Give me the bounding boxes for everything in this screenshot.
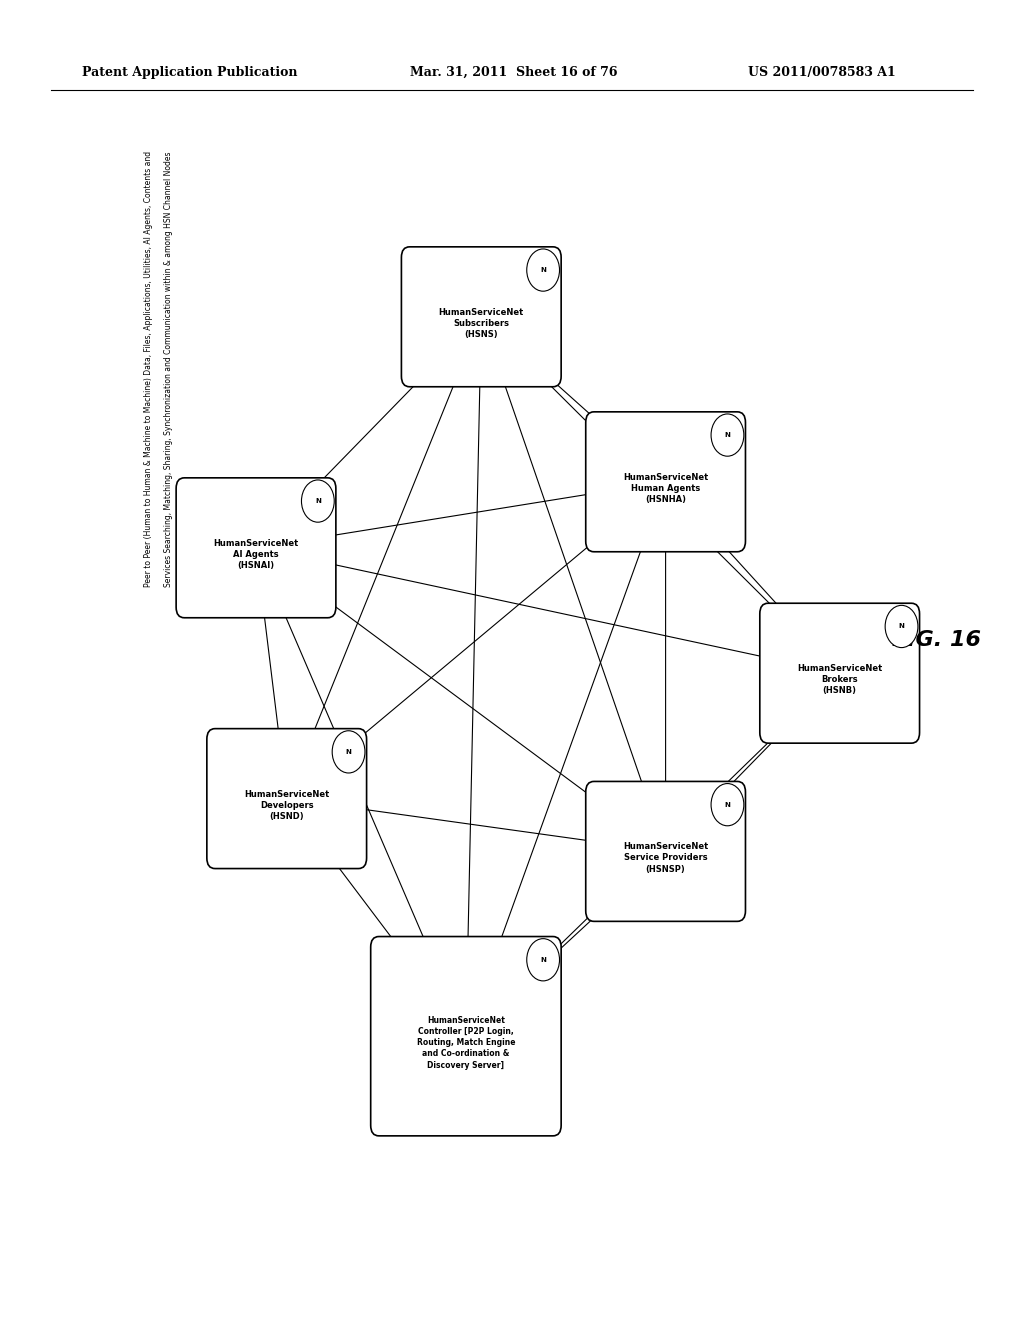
Text: Mar. 31, 2011  Sheet 16 of 76: Mar. 31, 2011 Sheet 16 of 76 <box>410 66 617 79</box>
FancyBboxPatch shape <box>401 247 561 387</box>
FancyBboxPatch shape <box>586 781 745 921</box>
Circle shape <box>885 606 918 648</box>
Text: HumanServiceNet
Brokers
(HSNB): HumanServiceNet Brokers (HSNB) <box>797 664 883 696</box>
Text: HumanServiceNet
Subscribers
(HSNS): HumanServiceNet Subscribers (HSNS) <box>438 308 524 339</box>
Text: N: N <box>346 748 351 755</box>
FancyBboxPatch shape <box>371 937 561 1135</box>
Text: HumanServiceNet
Service Providers
(HSNSP): HumanServiceNet Service Providers (HSNSP… <box>623 842 709 874</box>
Circle shape <box>526 939 559 981</box>
Text: N: N <box>315 498 321 504</box>
FancyBboxPatch shape <box>586 412 745 552</box>
Text: N: N <box>899 623 904 630</box>
Text: N: N <box>725 801 730 808</box>
Circle shape <box>711 784 743 826</box>
Circle shape <box>711 414 743 457</box>
Text: N: N <box>725 432 730 438</box>
Circle shape <box>526 249 559 292</box>
Text: N: N <box>541 267 546 273</box>
Text: US 2011/0078583 A1: US 2011/0078583 A1 <box>748 66 895 79</box>
Text: HumanServiceNet
AI Agents
(HSNAI): HumanServiceNet AI Agents (HSNAI) <box>213 539 299 570</box>
FancyBboxPatch shape <box>207 729 367 869</box>
Text: FIG. 16: FIG. 16 <box>893 630 981 651</box>
Text: N: N <box>541 957 546 962</box>
Circle shape <box>301 480 334 523</box>
Text: Services Searching, Matching, Sharing, Synchronization and Communication within : Services Searching, Matching, Sharing, S… <box>165 152 173 587</box>
Text: Peer to Peer (Human to Human & Machine to Machine) Data, Files, Applications, Ut: Peer to Peer (Human to Human & Machine t… <box>144 152 153 587</box>
Text: HumanServiceNet
Human Agents
(HSNHA): HumanServiceNet Human Agents (HSNHA) <box>623 473 709 504</box>
Circle shape <box>332 731 365 774</box>
Text: Patent Application Publication: Patent Application Publication <box>82 66 297 79</box>
FancyBboxPatch shape <box>760 603 920 743</box>
Text: HumanServiceNet
Developers
(HSND): HumanServiceNet Developers (HSND) <box>244 789 330 821</box>
Text: HumanServiceNet
Controller [P2P Login,
Routing, Match Engine
and Co-ordination &: HumanServiceNet Controller [P2P Login, R… <box>417 1016 515 1069</box>
FancyBboxPatch shape <box>176 478 336 618</box>
